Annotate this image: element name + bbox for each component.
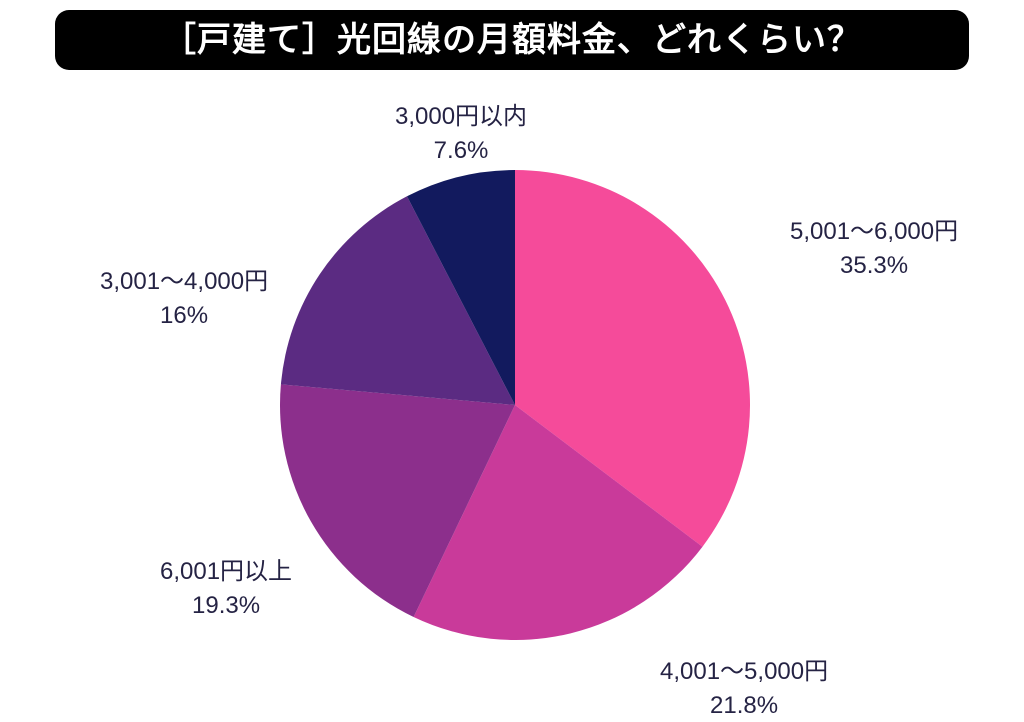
slice-label-name: 3,000円以内 bbox=[395, 103, 527, 130]
pie-chart-area: 5,001〜6,000円 35.3% 4,001〜5,000円 21.8% 6,001円… bbox=[0, 80, 1024, 720]
slice-label-pct: 7.6% bbox=[395, 134, 527, 168]
slice-label: 3,001〜4,000円 16% bbox=[100, 265, 268, 332]
chart-title: ［戸建て］光回線の月額料金、どれくらい？ bbox=[55, 10, 969, 70]
slice-label: 5,001〜6,000円 35.3% bbox=[790, 215, 958, 282]
slice-label: 6,001円以上 19.3% bbox=[160, 555, 292, 622]
pie-chart bbox=[280, 170, 750, 640]
slice-label: 3,000円以内 7.6% bbox=[395, 100, 527, 167]
slice-label-pct: 16% bbox=[100, 299, 268, 333]
slice-label-pct: 21.8% bbox=[660, 689, 828, 722]
slice-label-name: 5,001〜6,000円 bbox=[790, 218, 958, 245]
slice-label-name: 3,001〜4,000円 bbox=[100, 268, 268, 295]
slice-label-pct: 19.3% bbox=[160, 589, 292, 623]
slice-label-name: 6,001円以上 bbox=[160, 558, 292, 585]
slice-label-pct: 35.3% bbox=[790, 249, 958, 283]
slice-label: 4,001〜5,000円 21.8% bbox=[660, 655, 828, 722]
slice-label-name: 4,001〜5,000円 bbox=[660, 658, 828, 685]
